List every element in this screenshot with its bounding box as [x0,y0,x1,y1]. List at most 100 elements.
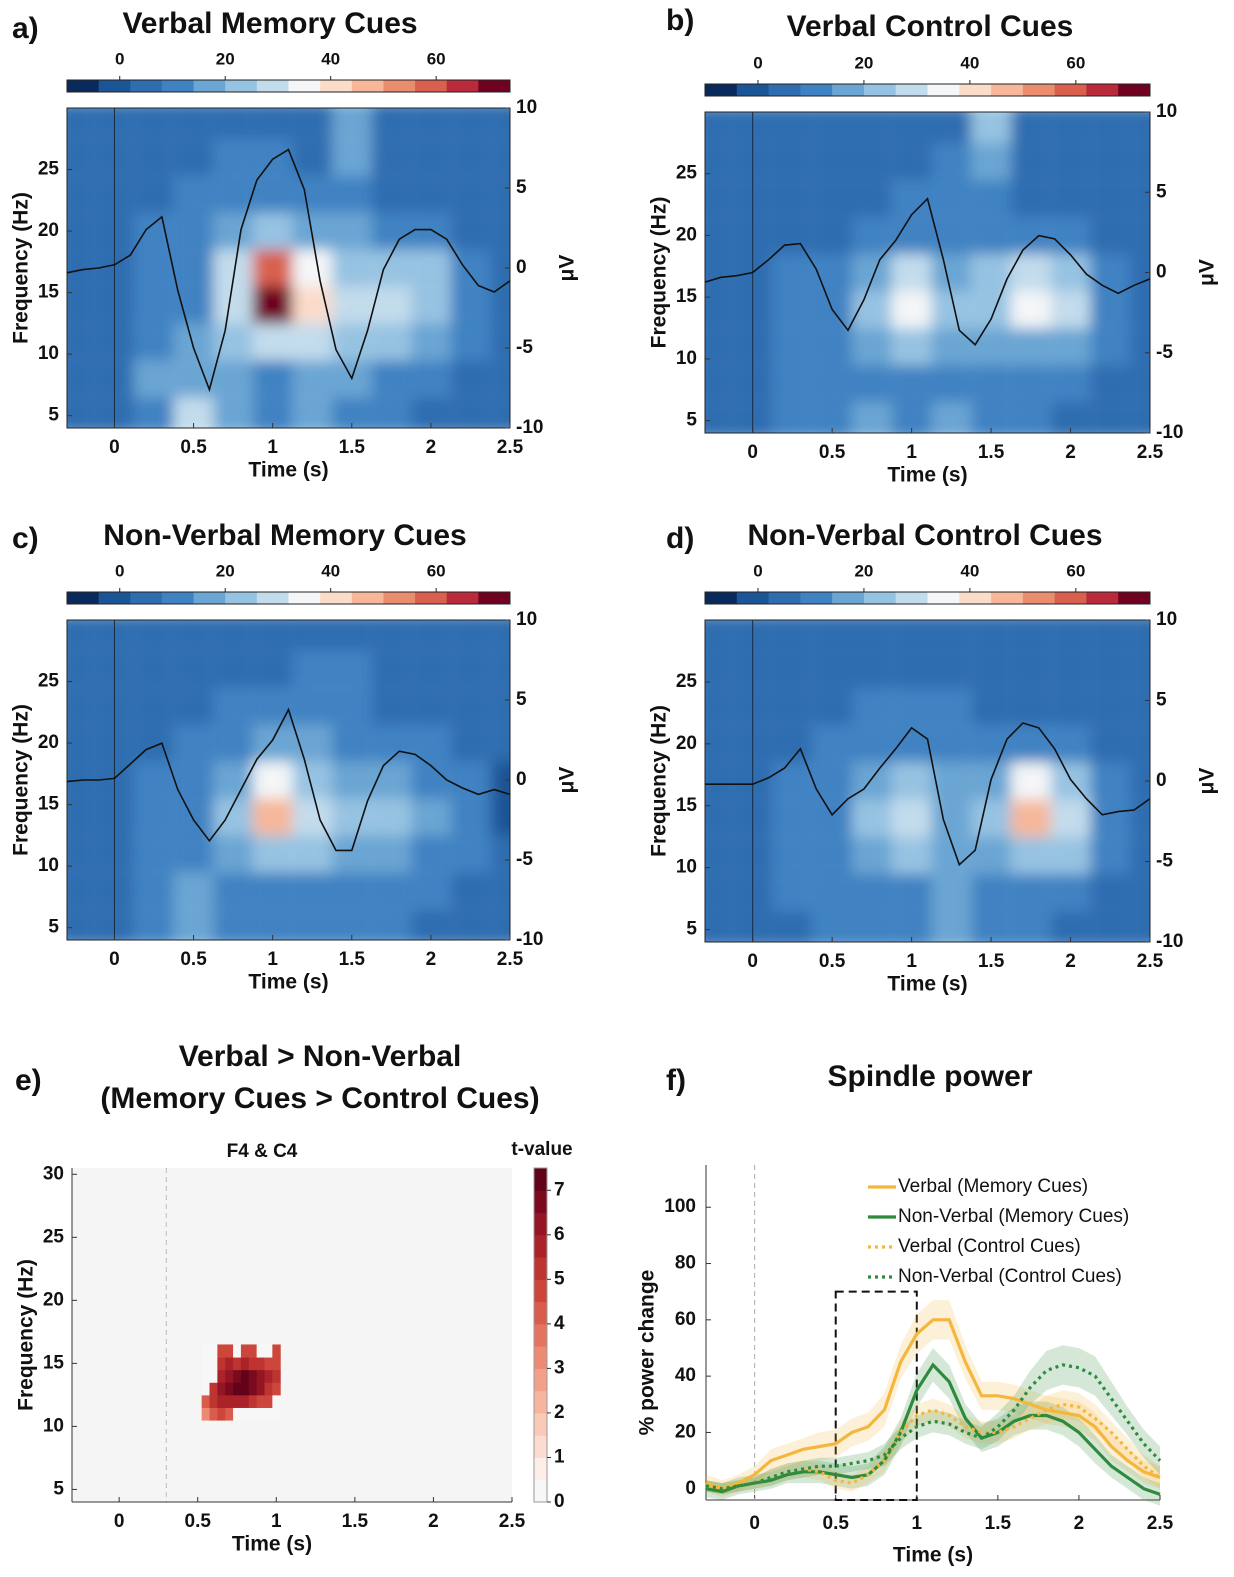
erp-line [66,148,511,393]
heatmap-cell [1130,142,1150,180]
heatmap-cell [213,138,253,176]
heatmap-cell [1050,799,1091,837]
heatmap-cell [213,872,253,910]
heatmap-cell [217,1382,226,1396]
heatmap-cell [1090,179,1131,217]
heatmap-cell [1130,402,1150,433]
y-tick-label: 15 [38,794,60,815]
y2-axis-label: μV [1196,768,1219,795]
erp-line [705,722,1151,867]
heatmap-cell [252,835,293,873]
x-axis-label: Time (s) [893,1544,973,1567]
heatmap-cell [213,761,253,799]
heatmap-cell [411,909,451,940]
heatmap-cell [812,328,853,366]
heatmap-cell [971,799,1011,837]
y2-tick-label: 10 [1156,609,1177,630]
heatmap-cell [812,799,853,837]
colorbar-swatch [446,592,479,604]
heatmap-cell [490,175,510,213]
heatmap-cell [411,835,451,873]
colorbar-swatch [130,592,163,604]
y2-tick-label: 10 [1156,101,1177,122]
heatmap-cell [240,1344,250,1358]
y-axis-label: Frequency (Hz) [648,197,671,349]
colorbar-swatch [534,1190,547,1214]
heatmap-cell [490,835,510,873]
heatmap-cell [134,872,174,910]
heatmap-cell [1090,650,1131,689]
heatmap-cell [264,1394,273,1408]
colorbar-swatch [534,1368,547,1392]
heatmap-cell [490,286,510,324]
heatmap-cell [812,650,853,689]
heatmap-cell [332,724,372,762]
heatmap-cell [971,216,1011,254]
heatmap-cell [1050,762,1091,800]
y-tick-label: 5 [53,1478,64,1499]
heatmap-cell [213,397,253,428]
colorbar-swatch [534,1212,547,1236]
colorbar-tick-label: 60 [427,561,446,580]
heatmap-cell [772,911,813,942]
heatmap-cell [272,1369,281,1383]
heatmap-cell [1130,725,1150,763]
y2-tick-label: 0 [516,769,527,790]
heatmap-cell [971,142,1011,180]
colorbar-frame [704,591,1151,605]
heatmap-cell [332,620,372,651]
heatmap-cell [134,249,174,287]
chart-title: Spindle power [827,1060,1032,1093]
colorbar-swatch [161,592,195,604]
heatmap-cell [891,291,932,329]
y2-tick-label: -10 [516,929,543,950]
heatmap-cell [252,175,293,213]
heatmap-cell [67,175,95,213]
heatmap-cell [217,1394,226,1408]
legend-label: Non-Verbal (Control Cues) [898,1266,1122,1287]
y2-tick-label: 5 [516,689,527,710]
heatmap-cell [891,216,932,254]
y2-tick-label: 0 [516,257,527,278]
heatmap-cell [1050,836,1091,874]
y-tick-label: 25 [38,159,60,180]
panel-label: f) [666,1064,686,1097]
colorbar-tick-label: 20 [216,561,235,580]
heatmap-cell [252,650,293,688]
y2-tick-label: 0 [1156,262,1167,283]
heatmap-cell [213,286,253,324]
heatmap-cell [256,1382,265,1396]
heatmap-cell [371,687,412,725]
heatmap-cell [134,687,174,725]
heatmap-cell [332,909,372,940]
heatmap-cell [705,253,733,292]
x-tick-label: 1.5 [342,1511,369,1532]
heatmap-cell [812,762,853,800]
heatmap-cell [1130,179,1150,217]
heatmap-cell [213,650,253,688]
heatmap-cell [891,873,932,912]
heatmap-cell [931,112,972,143]
heatmap-cell [1050,112,1091,143]
heatmap-cell [852,836,892,874]
heatmap-cell [931,142,972,180]
heatmap-cell [812,179,853,217]
heatmap-cell [1010,328,1051,366]
heatmap-cell [772,799,813,837]
heatmap-cell [931,328,972,366]
heatmap-cell [411,108,451,139]
y-tick-label: 5 [48,917,59,938]
heatmap-cell [371,397,412,428]
heatmap-cell [173,175,214,213]
heatmap-cell [490,650,510,688]
heatmap-cell [252,212,293,250]
heatmap-cell [1130,762,1150,800]
heatmap-cell [705,112,733,143]
series-line [705,1363,1162,1491]
colorbar-tick-label: 40 [321,49,340,68]
heatmap-cell [705,725,733,763]
heatmap-cell [891,688,932,726]
x-tick-label: 2.5 [497,949,524,970]
heatmap-cell [1090,365,1131,403]
colorbar-swatch [161,80,195,92]
